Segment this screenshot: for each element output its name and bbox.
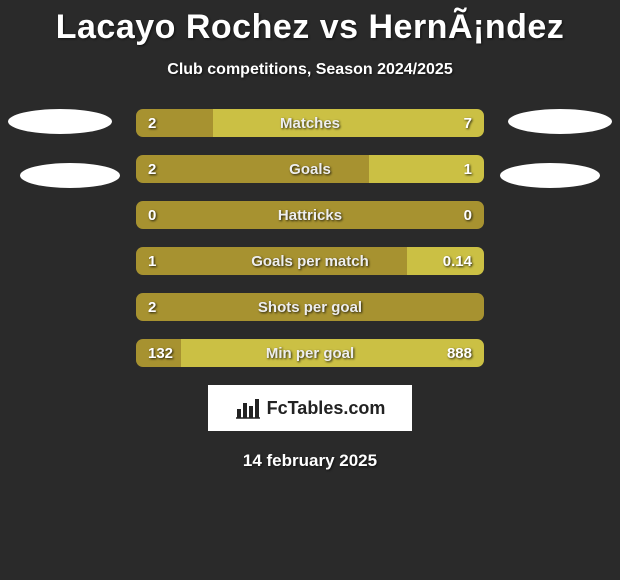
bar-left bbox=[136, 339, 181, 367]
stat-row: Goals21 bbox=[136, 155, 484, 183]
ellipse-decor bbox=[8, 109, 112, 134]
bar-left bbox=[136, 155, 369, 183]
stat-row: Matches27 bbox=[136, 109, 484, 137]
date-line: 14 february 2025 bbox=[0, 451, 620, 471]
bars-chart-icon bbox=[235, 397, 261, 419]
bar-right bbox=[181, 339, 484, 367]
page-title: Lacayo Rochez vs HernÃ¡ndez bbox=[0, 0, 620, 47]
bar-left bbox=[136, 201, 484, 229]
compare-area: Matches27 Goals21 Hattricks00 Goals per mat… bbox=[0, 109, 620, 369]
bar-left bbox=[136, 109, 213, 137]
ellipse-decor bbox=[508, 109, 612, 134]
logo-box: FcTables.com bbox=[208, 385, 412, 431]
bar-right bbox=[213, 109, 484, 137]
logo-text: FcTables.com bbox=[267, 398, 386, 419]
stat-rows: Matches27 Goals21 Hattricks00 Goals per mat… bbox=[136, 109, 484, 385]
bar-left bbox=[136, 247, 407, 275]
stat-row: Shots per goal2 bbox=[136, 293, 484, 321]
stat-row: Min per goal132888 bbox=[136, 339, 484, 367]
ellipse-decor bbox=[20, 163, 120, 188]
subtitle: Club competitions, Season 2024/2025 bbox=[0, 61, 620, 79]
bar-right bbox=[369, 155, 484, 183]
stat-row: Hattricks00 bbox=[136, 201, 484, 229]
ellipse-decor bbox=[500, 163, 600, 188]
bar-right bbox=[407, 247, 484, 275]
stat-row: Goals per match10.14 bbox=[136, 247, 484, 275]
bar-left bbox=[136, 293, 484, 321]
